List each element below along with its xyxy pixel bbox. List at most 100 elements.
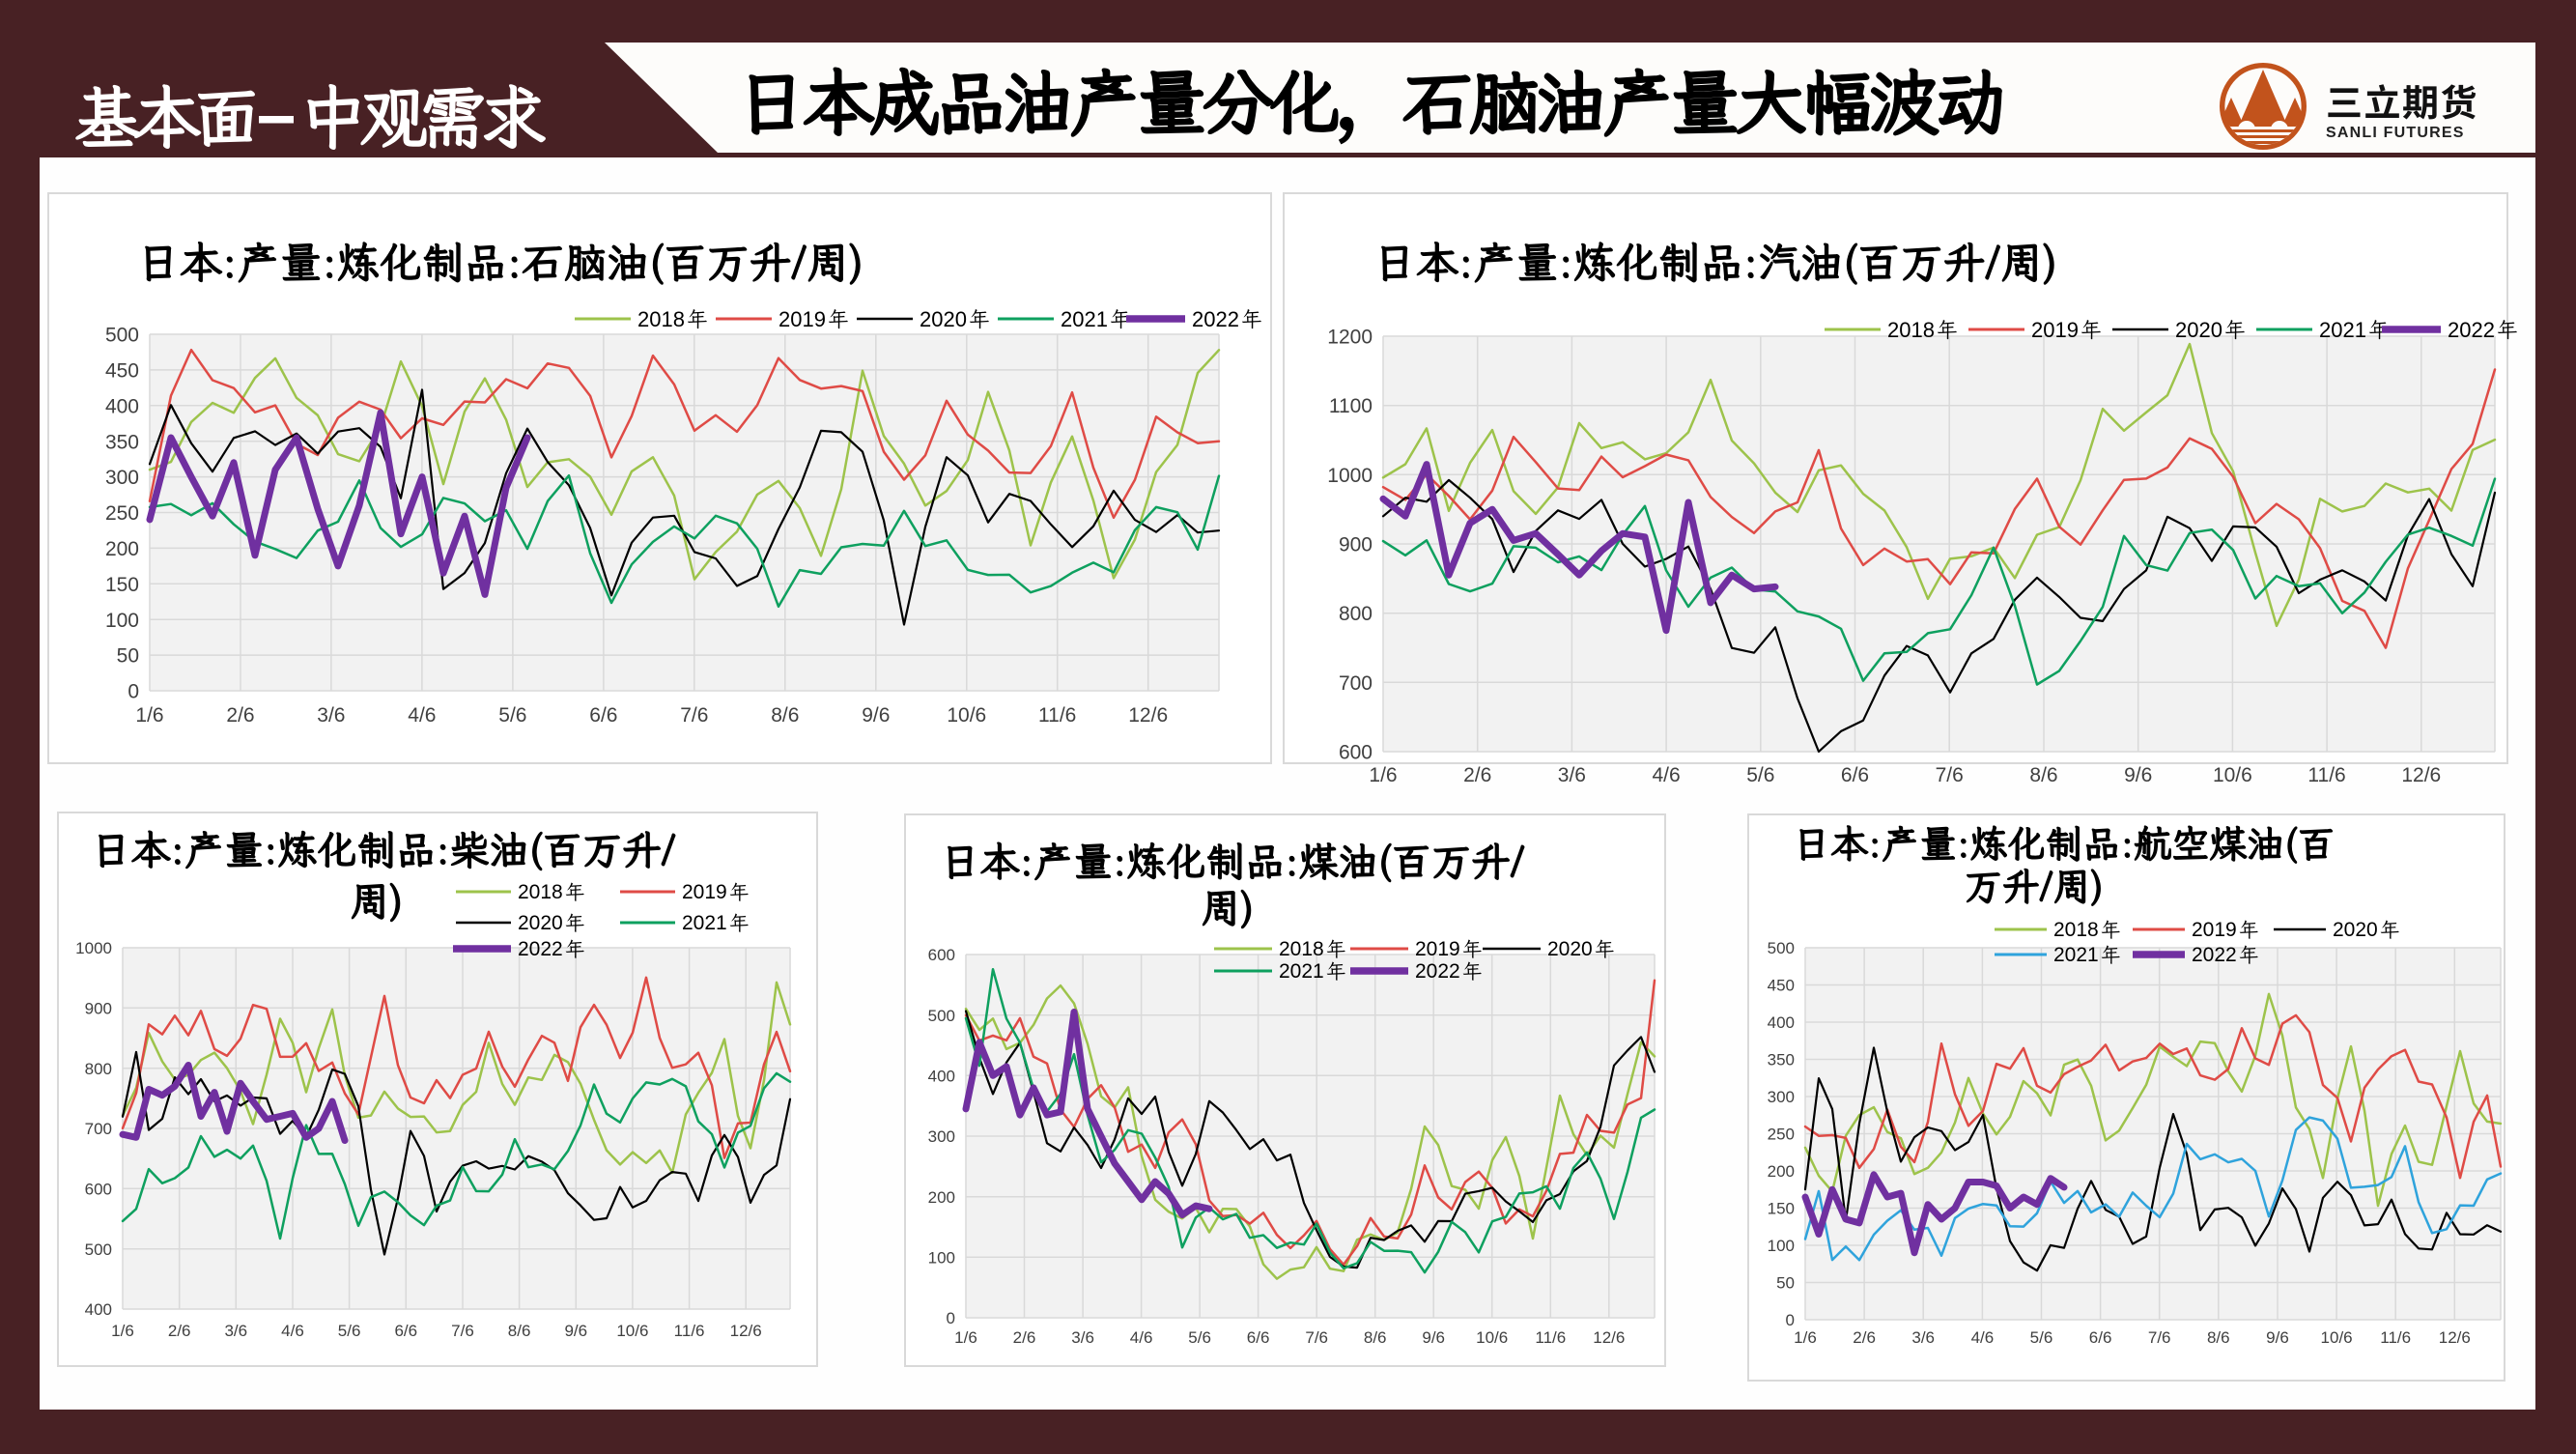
svg-text:2/6: 2/6	[1463, 764, 1491, 786]
svg-text:2021: 2021	[1061, 307, 1108, 331]
svg-text:7/6: 7/6	[680, 704, 708, 727]
svg-text:600: 600	[928, 946, 955, 964]
svg-text:5/6: 5/6	[2030, 1328, 2053, 1347]
svg-text:8/6: 8/6	[2207, 1328, 2230, 1347]
svg-text:2/6: 2/6	[226, 704, 254, 727]
svg-text:2/6: 2/6	[168, 1322, 191, 1340]
svg-text:200: 200	[105, 538, 139, 560]
svg-text:9/6: 9/6	[564, 1322, 587, 1340]
svg-text:3/6: 3/6	[1071, 1328, 1094, 1347]
svg-text:10/6: 10/6	[2321, 1328, 2353, 1347]
svg-text:100: 100	[928, 1249, 955, 1268]
svg-text:1200: 1200	[1327, 327, 1373, 349]
svg-text:9/6: 9/6	[2124, 764, 2152, 786]
svg-text:11/6: 11/6	[674, 1322, 705, 1340]
svg-text:6/6: 6/6	[1247, 1328, 1270, 1347]
svg-text:400: 400	[928, 1068, 955, 1086]
svg-text:1100: 1100	[1329, 395, 1373, 417]
svg-text:900: 900	[1339, 534, 1373, 556]
svg-text:250: 250	[105, 502, 139, 525]
svg-text:9/6: 9/6	[862, 704, 890, 727]
svg-text:350: 350	[105, 431, 139, 453]
svg-text:9/6: 9/6	[2266, 1328, 2289, 1347]
svg-text:50: 50	[117, 645, 139, 668]
svg-text:500: 500	[85, 1240, 112, 1259]
svg-text:10/6: 10/6	[947, 704, 986, 727]
svg-text:3/6: 3/6	[1558, 764, 1586, 786]
svg-text:2019: 2019	[682, 881, 727, 903]
svg-text:11/6: 11/6	[2307, 764, 2345, 786]
svg-text:2019: 2019	[1415, 938, 1460, 960]
svg-text:11/6: 11/6	[2380, 1328, 2411, 1347]
svg-text:300: 300	[105, 467, 139, 489]
svg-text:1000: 1000	[75, 939, 112, 957]
svg-text:900: 900	[85, 1000, 112, 1018]
svg-text:2020: 2020	[2333, 919, 2378, 941]
svg-text:700: 700	[1339, 672, 1373, 695]
svg-text:250: 250	[1768, 1126, 1795, 1144]
svg-text:1/6: 1/6	[1794, 1328, 1817, 1347]
svg-text:7/6: 7/6	[2148, 1328, 2171, 1347]
svg-text:200: 200	[928, 1188, 955, 1207]
svg-text:10/6: 10/6	[616, 1322, 648, 1340]
svg-text:2018: 2018	[2053, 919, 2099, 941]
svg-text:500: 500	[928, 1007, 955, 1025]
svg-text:8/6: 8/6	[771, 704, 799, 727]
svg-text:2018: 2018	[1279, 938, 1324, 960]
svg-text:800: 800	[85, 1060, 112, 1078]
svg-text:2018: 2018	[1887, 318, 1935, 342]
svg-text:5/6: 5/6	[498, 704, 526, 727]
svg-text:200: 200	[1768, 1162, 1795, 1181]
svg-text:700: 700	[85, 1120, 112, 1138]
svg-text:2021: 2021	[2053, 944, 2099, 966]
svg-text:10/6: 10/6	[1476, 1328, 1508, 1347]
svg-text:400: 400	[1768, 1013, 1795, 1032]
svg-text:2019: 2019	[778, 307, 826, 331]
svg-text:3/6: 3/6	[224, 1322, 247, 1340]
svg-text:6/6: 6/6	[2089, 1328, 2112, 1347]
svg-text:1000: 1000	[1327, 465, 1373, 487]
svg-text:100: 100	[105, 610, 139, 632]
svg-text:8/6: 8/6	[508, 1322, 531, 1340]
svg-text:100: 100	[1768, 1237, 1795, 1255]
svg-text:12/6: 12/6	[1128, 704, 1168, 727]
svg-text:2018: 2018	[518, 881, 563, 903]
svg-text:2018: 2018	[637, 307, 685, 331]
svg-text:5/6: 5/6	[338, 1322, 361, 1340]
svg-text:2019: 2019	[2192, 919, 2237, 941]
svg-text:9/6: 9/6	[1422, 1328, 1445, 1347]
svg-text:4/6: 4/6	[1971, 1328, 1995, 1347]
svg-text:7/6: 7/6	[451, 1322, 474, 1340]
svg-text:12/6: 12/6	[1593, 1328, 1625, 1347]
svg-text:4/6: 4/6	[1652, 764, 1680, 786]
svg-text:12/6: 12/6	[730, 1322, 762, 1340]
svg-text:2/6: 2/6	[1013, 1328, 1036, 1347]
svg-text:2019: 2019	[2031, 318, 2079, 342]
svg-text:500: 500	[105, 325, 139, 347]
svg-text:600: 600	[85, 1181, 112, 1199]
svg-text:600: 600	[1339, 742, 1373, 764]
svg-text:2022: 2022	[1192, 307, 1239, 331]
svg-text:7/6: 7/6	[1936, 764, 1964, 786]
svg-text:2022: 2022	[1415, 960, 1460, 983]
svg-text:10/6: 10/6	[2213, 764, 2252, 786]
svg-text:300: 300	[928, 1127, 955, 1146]
svg-text:1/6: 1/6	[954, 1328, 977, 1347]
svg-text:2020: 2020	[2175, 318, 2222, 342]
svg-text:12/6: 12/6	[2401, 764, 2441, 786]
svg-text:0: 0	[1786, 1311, 1795, 1329]
svg-text:500: 500	[1768, 939, 1795, 957]
svg-text:8/6: 8/6	[2029, 764, 2057, 786]
svg-text:12/6: 12/6	[2439, 1328, 2471, 1347]
svg-text:2020: 2020	[518, 912, 563, 934]
svg-text:2/6: 2/6	[1853, 1328, 1876, 1347]
svg-text:SANLI FUTURES: SANLI FUTURES	[2326, 125, 2465, 141]
svg-text:150: 150	[105, 574, 139, 596]
svg-text:350: 350	[1768, 1051, 1795, 1069]
svg-text:11/6: 11/6	[1535, 1328, 1566, 1347]
svg-text:0: 0	[127, 681, 139, 703]
svg-text:6/6: 6/6	[394, 1322, 417, 1340]
svg-text:450: 450	[105, 360, 139, 383]
svg-text:2021: 2021	[1279, 960, 1324, 983]
svg-text:2022: 2022	[518, 938, 563, 960]
